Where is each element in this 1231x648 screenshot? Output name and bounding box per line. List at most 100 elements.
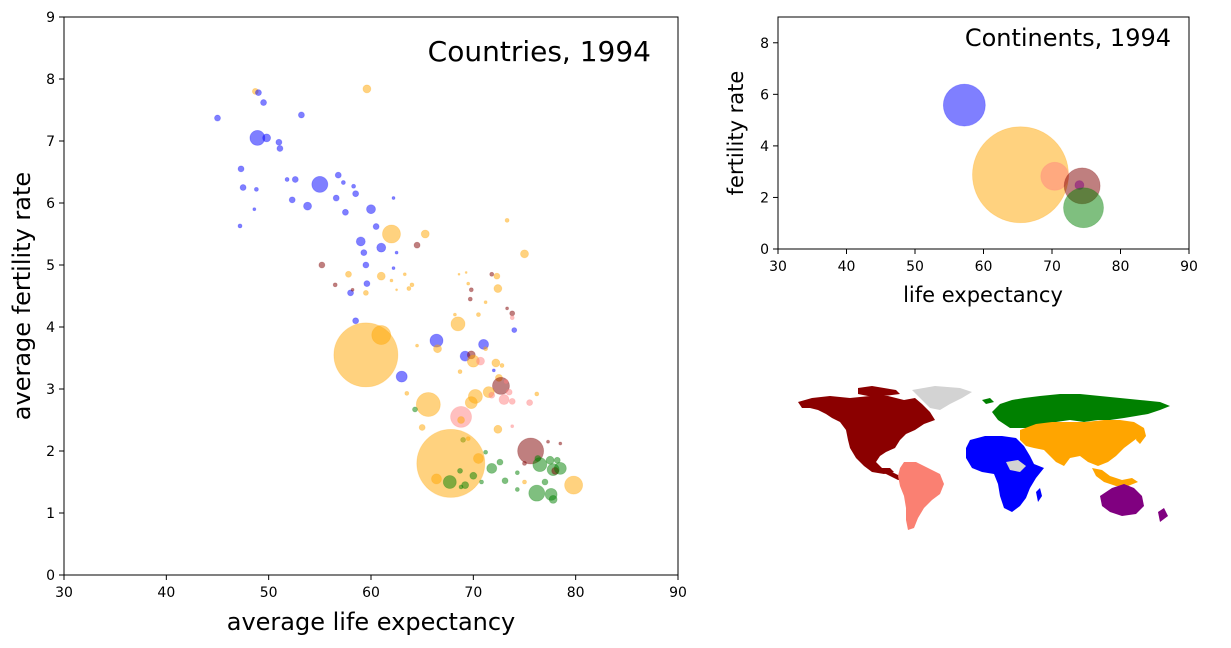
countries-point xyxy=(491,358,501,368)
countries-point xyxy=(457,369,463,375)
countries-point xyxy=(340,180,346,185)
countries-point xyxy=(564,475,584,495)
countries-point xyxy=(545,455,555,465)
countries-point xyxy=(476,312,481,318)
countries-panel: 30 40 50 60 70 80 90 0 1 2 3 4 5 6 7 8 9 Countries, 199… xyxy=(8,10,687,636)
continents-point xyxy=(942,83,986,127)
countries-point xyxy=(457,416,465,424)
countries-point xyxy=(395,288,398,292)
countries-point xyxy=(453,312,457,317)
countries-point xyxy=(493,424,503,434)
countries-x-tick-label: 90 xyxy=(669,585,687,601)
countries-point xyxy=(347,289,354,297)
countries-point xyxy=(558,441,563,446)
continents-x-tick-label: 80 xyxy=(1112,259,1130,275)
map-south-america xyxy=(898,462,944,530)
countries-point xyxy=(352,317,360,325)
countries-point xyxy=(415,392,441,417)
countries-point xyxy=(505,388,513,396)
map-new-zealand xyxy=(1158,508,1168,522)
countries-point xyxy=(214,114,221,122)
countries-point xyxy=(311,175,329,193)
countries-point xyxy=(262,133,272,143)
countries-x-tick-label: 70 xyxy=(464,585,482,601)
countries-point xyxy=(391,196,396,200)
countries-point xyxy=(284,177,290,182)
countries-point xyxy=(522,460,527,466)
countries-point xyxy=(332,194,340,202)
countries-y-tick-label: 5 xyxy=(46,258,55,274)
countries-y-tick-label: 1 xyxy=(46,506,55,522)
countries-point xyxy=(508,397,516,405)
countries-point xyxy=(476,356,485,366)
countries-point xyxy=(501,477,509,485)
countries-point xyxy=(431,473,442,485)
countries-point xyxy=(394,250,399,255)
countries-point xyxy=(275,138,283,146)
countries-point xyxy=(391,266,396,271)
countries-point xyxy=(468,287,474,293)
countries-point xyxy=(239,184,247,191)
countries-point xyxy=(499,363,505,368)
continents-x-tick-label: 60 xyxy=(975,259,993,275)
countries-point xyxy=(351,183,357,189)
continents-points xyxy=(942,83,1104,229)
continents-x-tick-label: 30 xyxy=(769,259,787,275)
countries-point xyxy=(464,271,468,274)
countries-point xyxy=(546,439,550,444)
continents-x-label: life expectancy xyxy=(903,283,1063,307)
countries-point xyxy=(404,390,410,396)
countries-point xyxy=(291,176,299,183)
continents-plot-area xyxy=(778,17,1189,249)
continents-x-tick-label: 90 xyxy=(1180,259,1198,275)
countries-point xyxy=(237,223,243,229)
countries-point xyxy=(526,399,534,407)
countries-point xyxy=(332,282,338,288)
countries-point xyxy=(350,287,355,292)
countries-point xyxy=(252,207,257,212)
continents-y-tick-label: 4 xyxy=(760,139,769,155)
countries-point xyxy=(486,462,498,474)
countries-y-tick-label: 7 xyxy=(46,134,55,150)
countries-point xyxy=(541,478,549,486)
countries-point xyxy=(253,186,259,192)
countries-point xyxy=(532,457,548,473)
continents-title: Continents, 1994 xyxy=(965,24,1171,52)
continents-x-tick-label: 70 xyxy=(1043,259,1061,275)
countries-point xyxy=(520,249,529,259)
countries-y-tick-label: 3 xyxy=(46,382,55,398)
countries-points xyxy=(214,84,584,504)
countries-point xyxy=(493,284,503,293)
countries-point xyxy=(406,286,412,291)
countries-point xyxy=(483,300,488,305)
countries-point xyxy=(362,84,372,94)
countries-point xyxy=(442,475,457,489)
map-europe-russia xyxy=(992,394,1170,428)
countries-point xyxy=(553,461,567,475)
countries-point xyxy=(298,111,305,119)
continents-x-tick-label: 50 xyxy=(906,259,924,275)
map-canada-islands xyxy=(858,386,900,396)
countries-point xyxy=(458,484,464,490)
countries-point xyxy=(376,242,387,253)
countries-point xyxy=(360,249,368,257)
countries-point xyxy=(382,224,401,244)
countries-point xyxy=(376,271,386,281)
countries-point xyxy=(372,223,380,230)
countries-point xyxy=(473,453,484,464)
map-north-america xyxy=(798,396,935,474)
map-madagascar xyxy=(1036,488,1042,502)
map-australia xyxy=(1100,484,1144,516)
countries-point xyxy=(509,315,515,321)
countries-point xyxy=(509,310,516,317)
continents-panel: 30 40 50 60 70 80 90 0 2 4 6 8 Continents, 1994 li… xyxy=(724,16,1198,307)
continents-x-tick-label: 40 xyxy=(838,259,856,275)
countries-point xyxy=(514,487,520,492)
countries-point xyxy=(237,165,245,173)
countries-point xyxy=(363,280,371,288)
countries-point xyxy=(288,196,296,204)
continents-y-tick-label: 6 xyxy=(760,87,769,103)
countries-point xyxy=(352,190,360,198)
countries-point xyxy=(496,458,504,466)
